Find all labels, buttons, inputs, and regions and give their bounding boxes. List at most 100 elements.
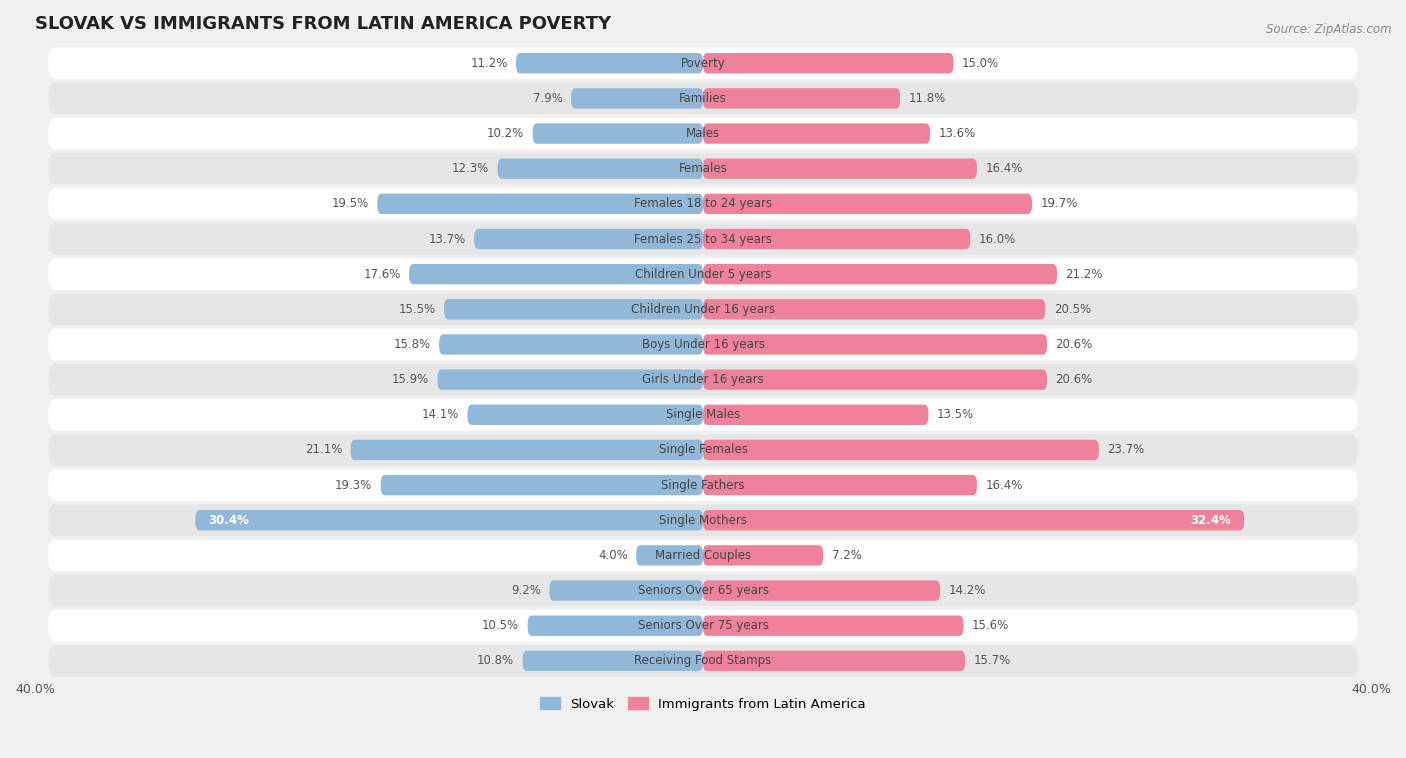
FancyBboxPatch shape (703, 229, 970, 249)
FancyBboxPatch shape (703, 53, 953, 74)
Text: 19.7%: 19.7% (1040, 197, 1078, 211)
FancyBboxPatch shape (516, 53, 703, 74)
FancyBboxPatch shape (48, 258, 1358, 290)
FancyBboxPatch shape (48, 469, 1358, 501)
Text: 19.3%: 19.3% (335, 478, 373, 492)
Text: 10.5%: 10.5% (482, 619, 519, 632)
Text: 4.0%: 4.0% (598, 549, 628, 562)
Text: Boys Under 16 years: Boys Under 16 years (641, 338, 765, 351)
Text: Females 25 to 34 years: Females 25 to 34 years (634, 233, 772, 246)
Text: 20.6%: 20.6% (1056, 338, 1092, 351)
FancyBboxPatch shape (48, 399, 1358, 431)
FancyBboxPatch shape (48, 153, 1358, 184)
FancyBboxPatch shape (703, 264, 1057, 284)
FancyBboxPatch shape (48, 504, 1358, 536)
FancyBboxPatch shape (409, 264, 703, 284)
Text: 10.8%: 10.8% (477, 654, 515, 667)
Text: Children Under 16 years: Children Under 16 years (631, 302, 775, 316)
FancyBboxPatch shape (636, 545, 703, 565)
Text: 13.6%: 13.6% (938, 127, 976, 140)
FancyBboxPatch shape (474, 229, 703, 249)
FancyBboxPatch shape (439, 334, 703, 355)
FancyBboxPatch shape (48, 48, 1358, 79)
FancyBboxPatch shape (571, 88, 703, 108)
Text: Single Mothers: Single Mothers (659, 514, 747, 527)
Text: Females: Females (679, 162, 727, 175)
Text: 15.9%: 15.9% (392, 373, 429, 386)
Legend: Slovak, Immigrants from Latin America: Slovak, Immigrants from Latin America (534, 692, 872, 716)
FancyBboxPatch shape (444, 299, 703, 320)
Text: Single Females: Single Females (658, 443, 748, 456)
FancyBboxPatch shape (533, 124, 703, 144)
FancyBboxPatch shape (48, 540, 1358, 572)
FancyBboxPatch shape (48, 434, 1358, 465)
Text: 11.8%: 11.8% (908, 92, 946, 105)
FancyBboxPatch shape (703, 369, 1047, 390)
FancyBboxPatch shape (703, 545, 824, 565)
Text: 14.1%: 14.1% (422, 409, 460, 421)
Text: Seniors Over 75 years: Seniors Over 75 years (637, 619, 769, 632)
Text: 32.4%: 32.4% (1189, 514, 1230, 527)
Text: Females 18 to 24 years: Females 18 to 24 years (634, 197, 772, 211)
FancyBboxPatch shape (377, 193, 703, 214)
Text: 13.7%: 13.7% (429, 233, 465, 246)
Text: 9.2%: 9.2% (512, 584, 541, 597)
Text: 19.5%: 19.5% (332, 197, 368, 211)
FancyBboxPatch shape (48, 293, 1358, 325)
Text: 20.6%: 20.6% (1056, 373, 1092, 386)
Text: 10.2%: 10.2% (486, 127, 524, 140)
Text: Children Under 5 years: Children Under 5 years (634, 268, 772, 280)
Text: Seniors Over 65 years: Seniors Over 65 years (637, 584, 769, 597)
Text: 15.8%: 15.8% (394, 338, 430, 351)
FancyBboxPatch shape (48, 575, 1358, 606)
Text: 12.3%: 12.3% (451, 162, 489, 175)
Text: 13.5%: 13.5% (936, 409, 974, 421)
Text: 11.2%: 11.2% (470, 57, 508, 70)
FancyBboxPatch shape (48, 223, 1358, 255)
FancyBboxPatch shape (703, 405, 928, 425)
Text: 7.2%: 7.2% (831, 549, 862, 562)
Text: Males: Males (686, 127, 720, 140)
Text: Source: ZipAtlas.com: Source: ZipAtlas.com (1267, 23, 1392, 36)
Text: 15.0%: 15.0% (962, 57, 1000, 70)
FancyBboxPatch shape (703, 510, 1244, 531)
Text: Receiving Food Stamps: Receiving Food Stamps (634, 654, 772, 667)
FancyBboxPatch shape (48, 364, 1358, 396)
Text: 15.5%: 15.5% (399, 302, 436, 316)
Text: 21.2%: 21.2% (1066, 268, 1102, 280)
FancyBboxPatch shape (703, 88, 900, 108)
Text: 7.9%: 7.9% (533, 92, 562, 105)
FancyBboxPatch shape (468, 405, 703, 425)
FancyBboxPatch shape (48, 645, 1358, 677)
Text: Single Fathers: Single Fathers (661, 478, 745, 492)
FancyBboxPatch shape (703, 334, 1047, 355)
Text: Families: Families (679, 92, 727, 105)
Text: 21.1%: 21.1% (305, 443, 342, 456)
Text: 14.2%: 14.2% (949, 584, 986, 597)
Text: 16.0%: 16.0% (979, 233, 1015, 246)
FancyBboxPatch shape (48, 329, 1358, 360)
Text: 15.7%: 15.7% (973, 654, 1011, 667)
FancyBboxPatch shape (703, 615, 963, 636)
Text: 23.7%: 23.7% (1107, 443, 1144, 456)
FancyBboxPatch shape (48, 188, 1358, 220)
FancyBboxPatch shape (381, 475, 703, 495)
Text: SLOVAK VS IMMIGRANTS FROM LATIN AMERICA POVERTY: SLOVAK VS IMMIGRANTS FROM LATIN AMERICA … (35, 15, 612, 33)
FancyBboxPatch shape (703, 158, 977, 179)
FancyBboxPatch shape (498, 158, 703, 179)
Text: 16.4%: 16.4% (986, 478, 1022, 492)
Text: Single Males: Single Males (666, 409, 740, 421)
Text: Poverty: Poverty (681, 57, 725, 70)
FancyBboxPatch shape (48, 117, 1358, 149)
FancyBboxPatch shape (703, 124, 931, 144)
FancyBboxPatch shape (48, 83, 1358, 114)
FancyBboxPatch shape (703, 440, 1099, 460)
Text: 30.4%: 30.4% (208, 514, 249, 527)
FancyBboxPatch shape (550, 581, 703, 601)
Text: Married Couples: Married Couples (655, 549, 751, 562)
FancyBboxPatch shape (703, 475, 977, 495)
Text: 16.4%: 16.4% (986, 162, 1022, 175)
Text: 15.6%: 15.6% (972, 619, 1010, 632)
FancyBboxPatch shape (350, 440, 703, 460)
FancyBboxPatch shape (195, 510, 703, 531)
